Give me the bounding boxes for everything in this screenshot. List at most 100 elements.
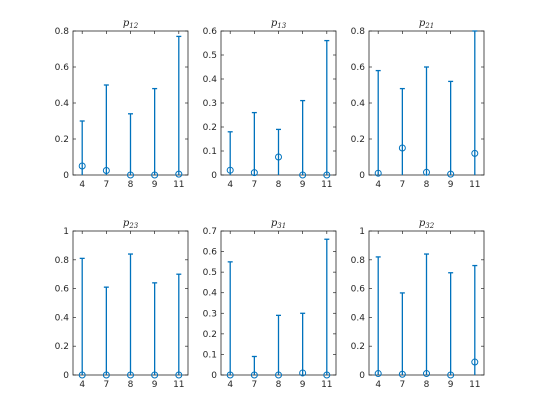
y-tick-label: 0.8	[351, 256, 366, 266]
y-tick-label: 0.1	[203, 350, 217, 360]
y-tick-label: 0.4	[55, 313, 70, 323]
y-tick-label: 0.6	[55, 285, 70, 295]
y-tick-label: 0.3	[203, 309, 217, 319]
x-tick-label: 11	[173, 380, 184, 390]
data-point	[398, 370, 406, 378]
data-point	[78, 371, 86, 379]
x-tick-label: 8	[128, 380, 134, 390]
x-tick-label: 8	[424, 180, 430, 190]
data-point	[102, 371, 110, 379]
data-point	[102, 167, 110, 174]
y-tick-label: 0.2	[203, 123, 217, 133]
y-tick-label: 0.4	[55, 99, 70, 109]
chart-title: p23	[123, 218, 139, 230]
y-tick-label: 0.5	[203, 51, 217, 61]
x-tick-label: 11	[173, 180, 184, 190]
y-tick-label: 1	[359, 227, 365, 237]
data-point	[175, 170, 183, 178]
data-point	[226, 166, 234, 174]
chart-title: p12	[123, 18, 139, 30]
y-tick-label: 0	[63, 371, 69, 381]
y-tick-label: 1	[63, 227, 69, 237]
y-tick-label: 0.2	[55, 135, 69, 145]
data-point	[323, 171, 331, 179]
x-tick-label: 4	[79, 180, 85, 190]
data-point	[127, 371, 134, 379]
subplot-p21: p21 0 0.2 0.4 0.6 0.8 4 7 8 9 11	[351, 18, 485, 190]
x-tick-label: 7	[251, 180, 257, 190]
subplot-p32: p32 0 0.2 0.4 0.6 0.8 1 4 7 8 9 11	[351, 218, 485, 390]
x-tick-label: 9	[448, 180, 454, 190]
y-tick-label: 0.7	[203, 227, 217, 237]
data-point	[471, 358, 479, 366]
data-point	[299, 369, 307, 377]
x-tick-label: 9	[152, 380, 158, 390]
y-tick-label: 0.8	[55, 256, 70, 266]
y-tick-label: 0.6	[351, 285, 366, 295]
subplot-p13: p13 0 0.1 0.2 0.3 0.4 0.5 0.6 4 7 8 9 11	[203, 18, 337, 190]
x-tick-label: 4	[227, 380, 233, 390]
x-tick-label: 11	[469, 380, 480, 390]
x-tick-label: 4	[79, 380, 85, 390]
y-tick-label: 0.4	[351, 313, 366, 323]
x-tick-label: 9	[300, 180, 306, 190]
subplot-p23: p23 0 0.2 0.4 0.6 0.8 1 4 7 8 9 11	[55, 218, 189, 390]
y-tick-label: 0.4	[203, 289, 218, 299]
x-tick-label: 8	[276, 180, 282, 190]
x-tick-label: 7	[399, 380, 405, 390]
x-tick-label: 4	[227, 180, 233, 190]
x-tick-label: 7	[399, 180, 405, 190]
data-point	[250, 169, 258, 177]
y-tick-label: 0.8	[55, 27, 70, 37]
subplot-p31: p31 0 0.1 0.2 0.3 0.4 0.5 0.6 0.7 4 7 8 9 11	[203, 218, 337, 390]
x-tick-label: 11	[321, 180, 332, 190]
y-tick-label: 0.5	[203, 268, 217, 278]
x-tick-label: 9	[152, 180, 158, 190]
data-point	[447, 371, 455, 379]
data-point	[175, 371, 183, 379]
data-point	[323, 371, 331, 379]
y-tick-label: 0.1	[203, 147, 217, 157]
chart-title: p32	[419, 218, 435, 230]
y-tick-label: 0	[211, 371, 217, 381]
data-point	[398, 144, 406, 152]
y-tick-label: 0	[211, 171, 217, 181]
y-tick-label: 0	[63, 171, 69, 181]
y-tick-label: 0.3	[203, 99, 217, 109]
data-point	[226, 371, 234, 379]
y-tick-label: 0.8	[351, 27, 366, 37]
y-tick-label: 0.6	[203, 27, 218, 37]
y-tick-label: 0.2	[203, 330, 217, 340]
y-tick-label: 0	[359, 171, 365, 181]
chart-title: p13	[271, 18, 287, 30]
y-tick-label: 0.2	[351, 135, 365, 145]
x-tick-label: 8	[276, 380, 282, 390]
y-tick-label: 0.4	[203, 75, 218, 85]
y-tick-label: 0.2	[55, 342, 69, 352]
x-tick-label: 7	[251, 380, 257, 390]
y-tick-label: 0.6	[203, 248, 218, 258]
data-point	[78, 162, 86, 170]
data-point	[299, 171, 307, 179]
x-tick-label: 8	[424, 380, 430, 390]
data-point	[151, 171, 159, 179]
y-tick-label: 0	[359, 371, 365, 381]
data-point	[471, 149, 479, 157]
y-tick-label: 0.4	[351, 99, 366, 109]
data-point	[447, 170, 455, 178]
y-tick-label: 0.6	[55, 63, 70, 73]
chart-title: p21	[419, 18, 434, 30]
x-tick-label: 11	[321, 380, 332, 390]
x-tick-label: 7	[103, 380, 109, 390]
x-tick-label: 11	[469, 180, 480, 190]
x-tick-label: 7	[103, 180, 109, 190]
data-point	[374, 370, 382, 378]
x-tick-label: 8	[128, 180, 134, 190]
data-point	[151, 371, 159, 379]
chart-title: p31	[271, 218, 286, 230]
y-tick-label: 0.2	[351, 342, 365, 352]
data-point	[275, 153, 282, 161]
data-point	[127, 171, 134, 179]
x-tick-label: 4	[375, 180, 381, 190]
